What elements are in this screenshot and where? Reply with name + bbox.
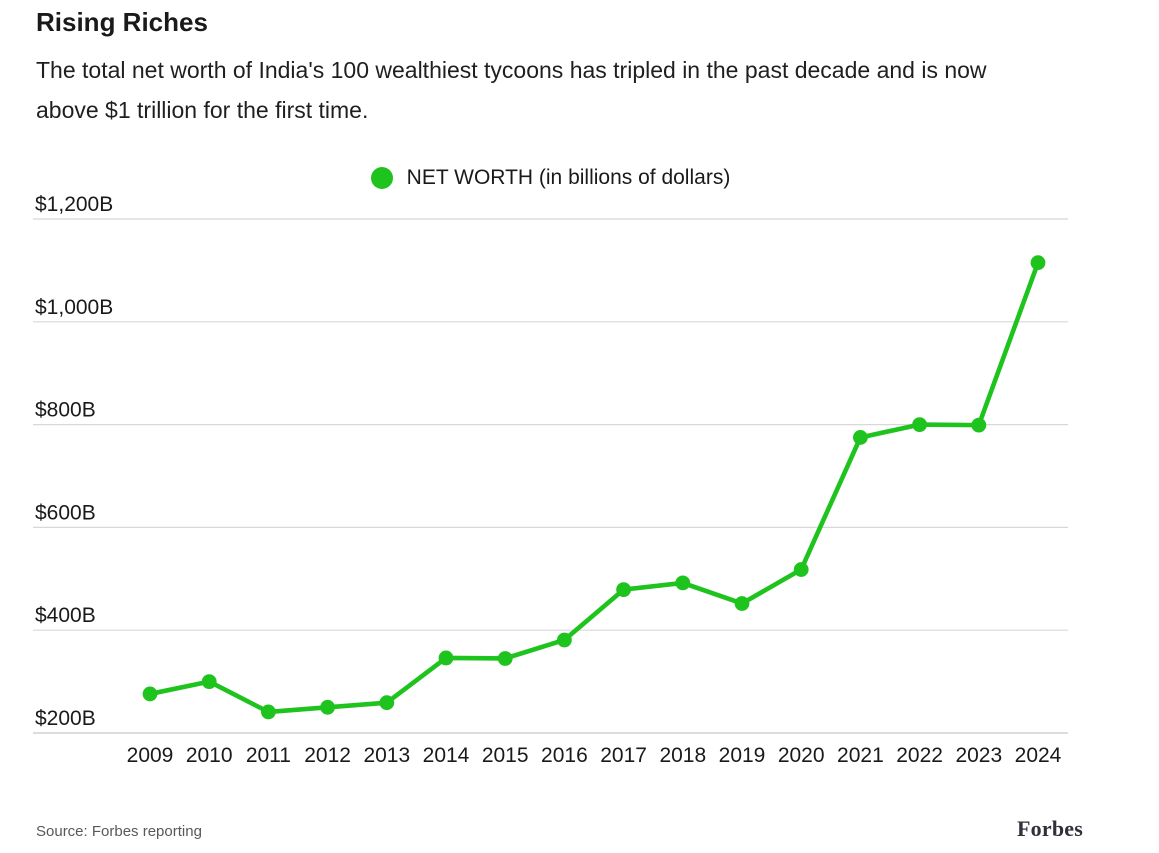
x-tick-label: 2009 [127, 744, 174, 767]
x-tick-label: 2016 [541, 744, 588, 767]
y-tick-label: $200B [35, 707, 96, 730]
data-point [793, 562, 809, 577]
data-point [201, 674, 217, 689]
data-point [497, 651, 513, 666]
x-tick-label: 2021 [837, 744, 884, 767]
x-tick-label: 2015 [482, 744, 529, 767]
chart-subtitle: The total net worth of India's 100 wealt… [36, 57, 987, 123]
data-point [557, 632, 572, 648]
x-tick-label: 2024 [1015, 744, 1062, 767]
data-point [912, 417, 927, 432]
data-point [675, 575, 691, 591]
source-note: Source: Forbes reporting [36, 823, 202, 840]
net-worth-line-chart: $200B $400B $600B $800B $1,000B $1,200B 2009 20… [33, 193, 1068, 767]
data-point [320, 699, 335, 715]
legend-label: NET WORTH (in billions of dollars) [406, 166, 731, 189]
x-tick-label: 2011 [246, 744, 291, 767]
y-tick-label: $400B [35, 604, 96, 627]
data-point [616, 582, 631, 597]
chart-title: Rising Riches [36, 7, 208, 37]
y-tick-label: $1,000B [35, 296, 113, 319]
net-worth-series-line [147, 260, 1041, 715]
footer: Source: Forbes reporting Forbes [36, 816, 1083, 842]
x-tick-label: 2010 [186, 744, 233, 767]
data-point [261, 704, 276, 720]
data-point [142, 686, 158, 702]
x-tick-label: 2013 [363, 744, 410, 767]
x-tick-label: 2018 [659, 744, 706, 767]
data-point [1030, 255, 1046, 271]
data-point [734, 596, 750, 611]
x-tick-label: 2023 [955, 744, 1002, 767]
x-tick-label: 2014 [423, 744, 470, 767]
x-tick-label: 2022 [896, 744, 943, 767]
x-tick-label: 2019 [719, 744, 766, 767]
y-tick-label: $600B [35, 501, 96, 524]
y-tick-label: $1,200B [35, 193, 113, 216]
legend-marker-icon [370, 167, 393, 189]
legend: NET WORTH (in billions of dollars) [33, 164, 1068, 192]
data-point [438, 650, 454, 666]
x-tick-label: 2017 [600, 744, 647, 767]
x-tick-label: 2012 [304, 744, 351, 767]
data-point [971, 417, 987, 433]
data-point [379, 695, 395, 711]
forbes-logo: Forbes [1017, 816, 1083, 841]
data-point [853, 430, 868, 445]
y-tick-label: $800B [35, 399, 96, 422]
x-tick-label: 2020 [778, 744, 825, 767]
